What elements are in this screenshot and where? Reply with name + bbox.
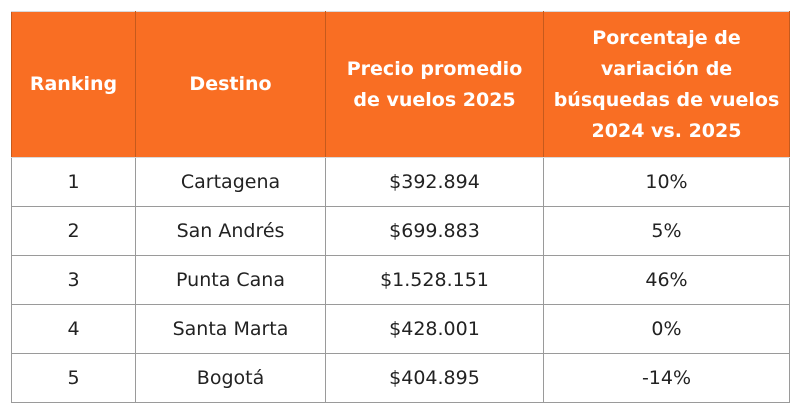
table-cell: Cartagena — [135, 157, 326, 207]
table-row: 2 San Andrés $699.883 5% — [11, 206, 790, 256]
table-cell: 2 — [11, 206, 136, 256]
table-cell: $392.894 — [325, 157, 544, 207]
table-cell: San Andrés — [135, 206, 326, 256]
header-row: Ranking Destino Precio promedio de vuelos … — [11, 11, 790, 158]
table-cell: $428.001 — [325, 304, 544, 354]
header-cell: Precio promedio de vuelos 2025 — [325, 11, 544, 158]
table-cell: Punta Cana — [135, 255, 326, 305]
table-cell: 3 — [11, 255, 136, 305]
table-cell: 5 — [11, 353, 136, 403]
table-cell: 5% — [543, 206, 790, 256]
table-header: Ranking Destino Precio promedio de vuelos … — [11, 11, 790, 158]
table-row: 3 Punta Cana $1.528.151 46% — [11, 255, 790, 305]
table-row: 1 Cartagena $392.894 10% — [11, 157, 790, 207]
table-cell: Santa Marta — [135, 304, 326, 354]
header-cell: Ranking — [11, 11, 136, 158]
table-cell: -14% — [543, 353, 790, 403]
table-cell: 10% — [543, 157, 790, 207]
table-cell: $699.883 — [325, 206, 544, 256]
table-cell: 1 — [11, 157, 136, 207]
table-body: 1 Cartagena $392.894 10% 2 San Andrés $699.883… — [11, 157, 790, 403]
ranking-table: Ranking Destino Precio promedio de vuelos … — [11, 11, 790, 403]
table-row: 5 Bogotá $404.895 -14% — [11, 353, 790, 403]
page: Ranking Destino Precio promedio de vuelos … — [11, 11, 790, 403]
table-cell: 46% — [543, 255, 790, 305]
table-cell: Bogotá — [135, 353, 326, 403]
table-cell: 0% — [543, 304, 790, 354]
table-cell: $1.528.151 — [325, 255, 544, 305]
table-row: 4 Santa Marta $428.001 0% — [11, 304, 790, 354]
table-cell: $404.895 — [325, 353, 544, 403]
header-cell: Destino — [135, 11, 326, 158]
header-cell: Porcentaje de variación de búsquedas de … — [543, 11, 790, 158]
table-cell: 4 — [11, 304, 136, 354]
